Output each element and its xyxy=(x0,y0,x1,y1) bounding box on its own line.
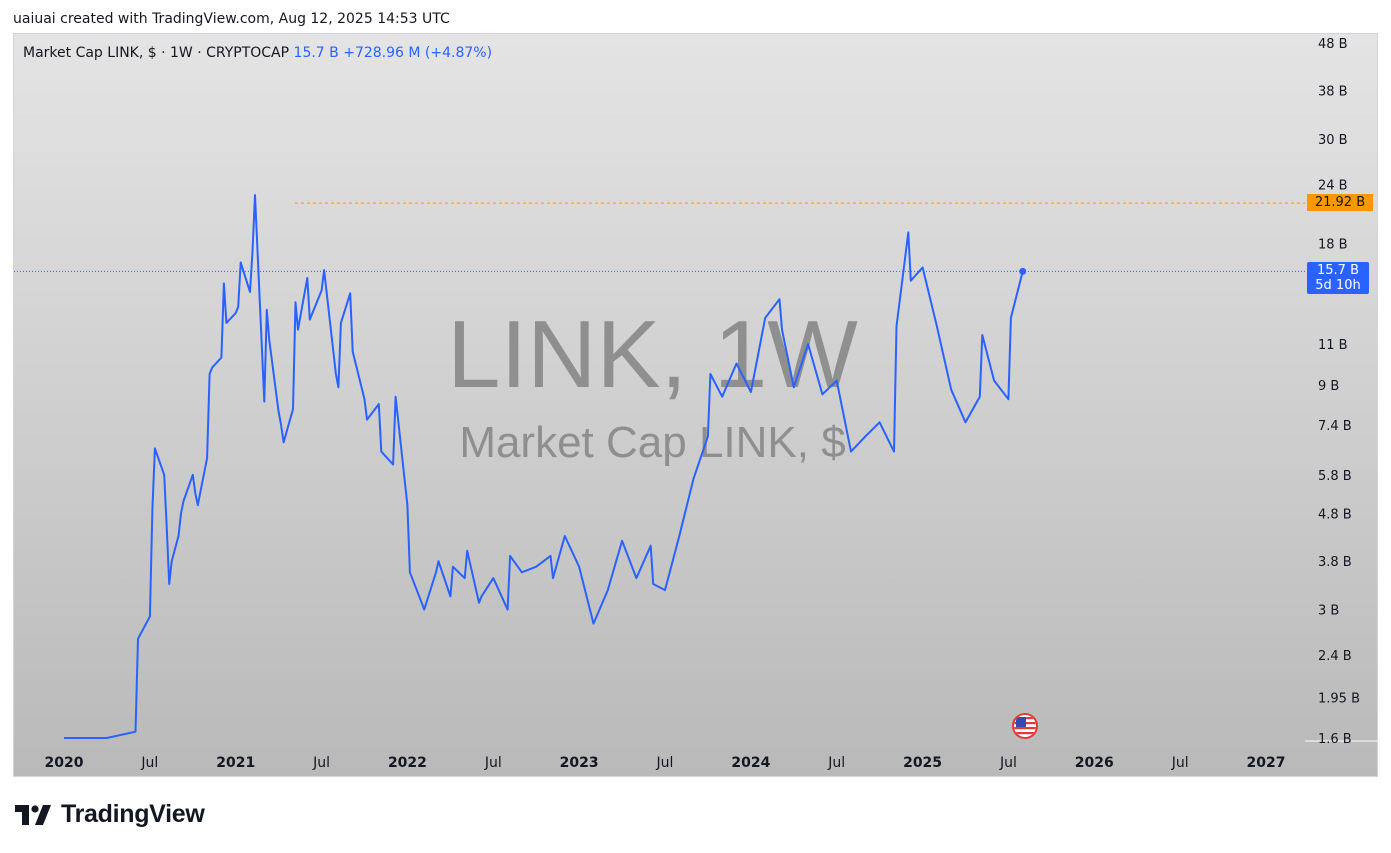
ath-price-badge: 21.92 B xyxy=(1307,194,1373,211)
y-tick-label: 48 B xyxy=(1318,37,1348,52)
y-tick-label: 7.4 B xyxy=(1318,419,1352,434)
series-legend[interactable]: Market Cap LINK, $ · 1W · CRYPTOCAP 15.7… xyxy=(23,45,492,61)
y-tick-label: 11 B xyxy=(1318,338,1348,353)
y-tick-label: 3.8 B xyxy=(1318,555,1352,570)
last-point-marker xyxy=(1019,267,1027,275)
x-tick-label: Jul xyxy=(827,755,845,771)
tradingview-logo[interactable]: TradingView xyxy=(15,800,205,829)
tradingview-wordmark: TradingView xyxy=(61,800,205,828)
y-tick-label: 5.8 B xyxy=(1318,469,1352,484)
legend-change: +728.96 M (+4.87%) xyxy=(343,45,493,61)
chart-pane[interactable] xyxy=(13,33,1378,777)
x-tick-label: 2021 xyxy=(216,755,255,771)
flag-graphic xyxy=(1014,715,1036,737)
x-tick-label: Jul xyxy=(312,755,330,771)
y-tick-label: 30 B xyxy=(1318,133,1348,148)
y-tick-label: 18 B xyxy=(1318,237,1348,252)
tradingview-logo-icon xyxy=(15,804,51,825)
bar-countdown-label: 5d 10h xyxy=(1315,278,1361,293)
x-tick-label: 2025 xyxy=(903,755,942,771)
last-price-badge: 15.7 B 5d 10h xyxy=(1307,262,1369,294)
x-tick-label: Jul xyxy=(999,755,1017,771)
x-tick-label: Jul xyxy=(1171,755,1189,771)
y-tick-label: 1.6 B xyxy=(1318,732,1352,747)
y-tick-label: 24 B xyxy=(1318,179,1348,194)
x-tick-label: Jul xyxy=(484,755,502,771)
x-tick-label: 2022 xyxy=(388,755,427,771)
legend-title: Market Cap LINK, $ · 1W · CRYPTOCAP xyxy=(23,45,290,61)
x-tick-label: Jul xyxy=(656,755,674,771)
x-tick-label: Jul xyxy=(140,755,158,771)
y-tick-label: 1.95 B xyxy=(1318,692,1360,707)
us-flag-event-icon[interactable] xyxy=(1012,713,1038,739)
x-tick-label: 2024 xyxy=(731,755,770,771)
y-tick-label: 2.4 B xyxy=(1318,649,1352,664)
y-tick-label: 4.8 B xyxy=(1318,508,1352,523)
y-tick-label: 3 B xyxy=(1318,604,1339,619)
x-tick-label: 2020 xyxy=(45,755,84,771)
x-tick-label: 2027 xyxy=(1247,755,1286,771)
chart-attribution: uaiuai created with TradingView.com, Aug… xyxy=(13,11,450,27)
x-tick-label: 2026 xyxy=(1075,755,1114,771)
series-line xyxy=(64,194,1024,739)
last-price-label: 15.7 B xyxy=(1317,263,1359,278)
x-tick-label: 2023 xyxy=(560,755,599,771)
y-tick-label: 38 B xyxy=(1318,85,1348,100)
y-tick-label: 9 B xyxy=(1318,379,1339,394)
legend-value: 15.7 B xyxy=(293,45,339,61)
